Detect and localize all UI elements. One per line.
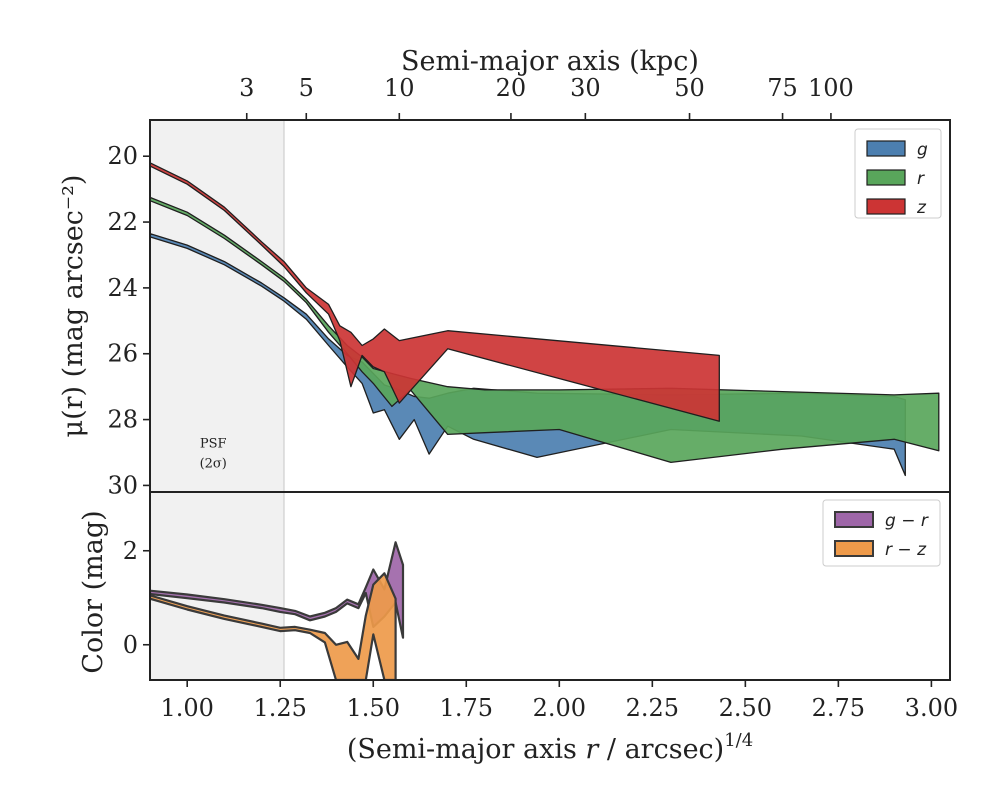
bottom-xtick-label: 1.50 <box>347 694 400 722</box>
kpc-tick-label: 50 <box>674 74 705 102</box>
kpc-tick-label: 100 <box>808 74 854 102</box>
legend-label: z <box>916 198 927 218</box>
legend-swatch <box>834 540 874 557</box>
psf-region-top <box>150 120 284 492</box>
bottom-y-ticks: 02 <box>123 537 150 659</box>
x-label-main: (Semi-major axis <box>347 734 586 765</box>
top-ytick-label: 24 <box>107 274 138 302</box>
legend-label: r <box>917 169 925 189</box>
bottom-xtick-label: 2.00 <box>533 694 586 722</box>
bottom-x-axis-label: (Semi-major axis r / arcsec)1/4 <box>347 730 753 765</box>
x-label-exponent: 1/4 <box>724 730 753 751</box>
psf-label-line1: PSF <box>200 437 227 452</box>
psf-label-line2: (2σ) <box>200 456 227 471</box>
top-series-group <box>149 162 940 477</box>
kpc-tick-label: 5 <box>299 74 314 102</box>
top-ytick-label: 22 <box>107 208 138 236</box>
x-label-tail: / arcsec) <box>598 734 724 765</box>
band-color-1 <box>150 572 397 680</box>
top-ytick-label: 30 <box>107 471 138 499</box>
kpc-tick-label: 10 <box>384 74 415 102</box>
kpc-tick-label: 20 <box>496 74 527 102</box>
kpc-tick-label: 75 <box>767 74 798 102</box>
legend-swatch <box>866 169 906 186</box>
band-z <box>149 162 720 422</box>
bottom-ytick-label: 2 <box>123 537 138 565</box>
bottom-series-clipped <box>150 541 405 680</box>
top-ytick-label: 20 <box>107 142 138 170</box>
bottom-y-axis-label: Color (mag) <box>78 510 109 673</box>
top-y-ticks: 20 22 24 26 28 30 <box>107 142 150 499</box>
top-kpc-ticks: 3 5 10 20 30 50 75 100 <box>239 74 854 120</box>
top-ytick-label: 28 <box>107 406 138 434</box>
psf-region-bottom <box>150 492 284 680</box>
bottom-xtick-label: 2.50 <box>719 694 772 722</box>
top-legend: grz <box>854 128 942 219</box>
kpc-tick-label: 30 <box>570 74 601 102</box>
bottom-xtick-label: 1.25 <box>254 694 307 722</box>
legend-swatch <box>834 511 874 528</box>
top-y-axis-label: μ(r) (mag arcsec⁻²) <box>58 175 89 438</box>
bottom-xtick-label: 2.25 <box>626 694 679 722</box>
bottom-xtick-label: 1.00 <box>160 694 213 722</box>
bottom-legend: g − r r − z <box>822 499 941 567</box>
bottom-xtick-label: 2.75 <box>812 694 865 722</box>
band-color-0 <box>150 541 405 639</box>
bottom-panel: 02 1.00 1.25 1.50 1.75 2.00 2.25 2.50 2.75 3.00 … <box>123 491 958 722</box>
kpc-tick-label: 3 <box>239 74 254 102</box>
top-x-axis-label: Semi-major axis (kpc) <box>401 46 699 77</box>
bottom-series-group <box>150 541 405 680</box>
legend-label: r − z <box>885 540 927 560</box>
x-label-var: r <box>585 734 600 765</box>
top-panel: PSF (2σ) 20 22 24 26 28 30 3 5 10 20 30 50 75 100 gr… <box>107 74 951 499</box>
legend-swatch <box>866 140 906 157</box>
bottom-xtick-label: 3.00 <box>905 694 958 722</box>
bottom-x-ticks: 1.00 1.25 1.50 1.75 2.00 2.25 2.50 2.75 3.00 <box>160 680 958 722</box>
legend-label: g <box>917 140 928 160</box>
top-ytick-label: 26 <box>107 340 138 368</box>
bottom-ytick-label: 0 <box>123 631 138 659</box>
legend-label: g − r <box>885 511 929 531</box>
legend-swatch <box>866 198 906 215</box>
bottom-xtick-label: 1.75 <box>440 694 493 722</box>
band-r <box>149 196 940 464</box>
bottom-panel-frame <box>149 491 951 681</box>
